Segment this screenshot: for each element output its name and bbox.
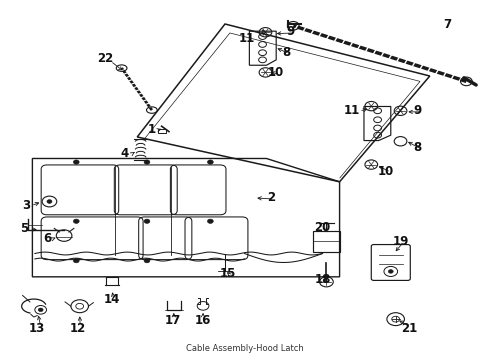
Text: 13: 13 bbox=[29, 322, 45, 335]
Text: 11: 11 bbox=[238, 32, 255, 45]
Text: 18: 18 bbox=[314, 273, 330, 286]
Circle shape bbox=[144, 160, 150, 164]
Text: 16: 16 bbox=[194, 314, 211, 327]
Text: 6: 6 bbox=[43, 231, 51, 244]
Text: 19: 19 bbox=[391, 235, 408, 248]
Circle shape bbox=[144, 219, 150, 224]
Text: 21: 21 bbox=[400, 322, 417, 335]
Circle shape bbox=[73, 258, 79, 263]
Text: 12: 12 bbox=[69, 322, 86, 335]
Text: 14: 14 bbox=[103, 293, 120, 306]
Text: 3: 3 bbox=[22, 199, 30, 212]
Text: 20: 20 bbox=[314, 221, 330, 234]
Circle shape bbox=[73, 219, 79, 224]
Circle shape bbox=[38, 308, 43, 312]
Circle shape bbox=[207, 160, 213, 164]
Text: 15: 15 bbox=[219, 267, 235, 280]
Text: 2: 2 bbox=[267, 192, 275, 204]
Text: 8: 8 bbox=[413, 141, 421, 154]
Text: 10: 10 bbox=[377, 165, 393, 177]
Text: 17: 17 bbox=[164, 314, 180, 327]
Text: 5: 5 bbox=[20, 222, 28, 235]
Text: 4: 4 bbox=[121, 147, 129, 159]
Text: 1: 1 bbox=[147, 123, 156, 136]
Text: 22: 22 bbox=[97, 51, 113, 64]
Circle shape bbox=[73, 160, 79, 164]
Text: 10: 10 bbox=[267, 66, 284, 79]
Circle shape bbox=[387, 270, 392, 273]
Text: Cable Assembly-Hood Latch: Cable Assembly-Hood Latch bbox=[185, 344, 303, 353]
Circle shape bbox=[207, 219, 213, 224]
Text: 7: 7 bbox=[442, 18, 450, 31]
Text: 9: 9 bbox=[413, 104, 421, 117]
Circle shape bbox=[47, 200, 52, 203]
Text: 8: 8 bbox=[281, 46, 289, 59]
Circle shape bbox=[144, 258, 150, 263]
Text: 11: 11 bbox=[343, 104, 359, 117]
Text: 9: 9 bbox=[286, 25, 294, 38]
